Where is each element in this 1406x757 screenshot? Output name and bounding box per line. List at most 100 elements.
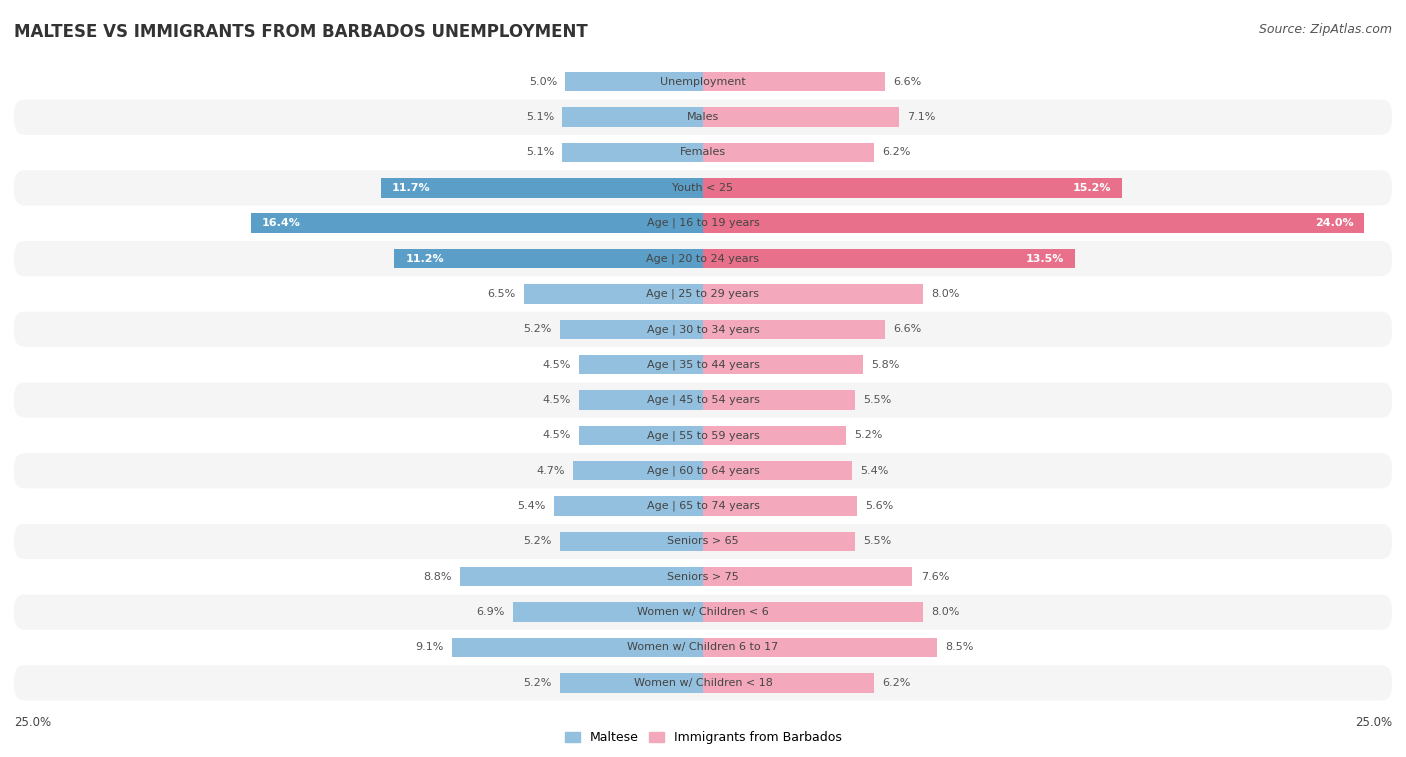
Bar (703, 178, 1122, 198)
FancyBboxPatch shape (14, 312, 1392, 347)
Text: Youth < 25: Youth < 25 (672, 183, 734, 193)
FancyBboxPatch shape (14, 99, 1392, 135)
Bar (579, 355, 703, 374)
Bar (703, 284, 924, 304)
FancyBboxPatch shape (14, 488, 1392, 524)
Text: 5.5%: 5.5% (863, 537, 891, 547)
Text: Age | 60 to 64 years: Age | 60 to 64 years (647, 466, 759, 476)
Text: 5.2%: 5.2% (523, 537, 551, 547)
FancyBboxPatch shape (14, 347, 1392, 382)
Bar (703, 673, 875, 693)
FancyBboxPatch shape (14, 594, 1392, 630)
Bar (394, 249, 703, 268)
Bar (703, 107, 898, 127)
Text: Females: Females (681, 148, 725, 157)
Text: Males: Males (688, 112, 718, 122)
Text: 5.2%: 5.2% (523, 324, 551, 335)
Text: Age | 45 to 54 years: Age | 45 to 54 years (647, 394, 759, 405)
Text: Age | 25 to 29 years: Age | 25 to 29 years (647, 288, 759, 299)
Text: 5.1%: 5.1% (526, 112, 554, 122)
Text: 24.0%: 24.0% (1315, 218, 1354, 228)
Bar (703, 425, 846, 445)
Bar (252, 213, 703, 233)
Text: Age | 55 to 59 years: Age | 55 to 59 years (647, 430, 759, 441)
FancyBboxPatch shape (14, 170, 1392, 205)
Text: 5.4%: 5.4% (517, 501, 546, 511)
Text: Age | 35 to 44 years: Age | 35 to 44 years (647, 360, 759, 370)
Text: Age | 65 to 74 years: Age | 65 to 74 years (647, 501, 759, 511)
Text: Seniors > 65: Seniors > 65 (668, 537, 738, 547)
Bar (703, 461, 852, 481)
Bar (703, 531, 855, 551)
FancyBboxPatch shape (14, 559, 1392, 594)
FancyBboxPatch shape (14, 382, 1392, 418)
Text: 5.6%: 5.6% (866, 501, 894, 511)
Text: Women w/ Children < 18: Women w/ Children < 18 (634, 678, 772, 688)
Text: 7.6%: 7.6% (921, 572, 949, 581)
Text: 5.4%: 5.4% (860, 466, 889, 475)
Text: 8.0%: 8.0% (932, 607, 960, 617)
Bar (560, 319, 703, 339)
Bar (562, 143, 703, 162)
Text: 4.5%: 4.5% (543, 360, 571, 369)
Text: 8.5%: 8.5% (945, 643, 974, 653)
Bar (703, 355, 863, 374)
Text: 6.6%: 6.6% (893, 324, 921, 335)
Text: 4.5%: 4.5% (543, 395, 571, 405)
Text: 8.8%: 8.8% (423, 572, 453, 581)
Text: 4.5%: 4.5% (543, 430, 571, 441)
Text: 7.1%: 7.1% (907, 112, 935, 122)
Bar (579, 391, 703, 410)
Bar (461, 567, 703, 587)
Bar (453, 637, 703, 657)
Text: 11.7%: 11.7% (392, 183, 430, 193)
FancyBboxPatch shape (14, 665, 1392, 700)
Bar (381, 178, 703, 198)
Bar (560, 531, 703, 551)
Text: Age | 16 to 19 years: Age | 16 to 19 years (647, 218, 759, 229)
Text: 5.5%: 5.5% (863, 395, 891, 405)
Text: 6.9%: 6.9% (477, 607, 505, 617)
Bar (703, 391, 855, 410)
FancyBboxPatch shape (14, 524, 1392, 559)
Bar (513, 603, 703, 621)
Text: 9.1%: 9.1% (416, 643, 444, 653)
FancyBboxPatch shape (14, 64, 1392, 99)
FancyBboxPatch shape (14, 276, 1392, 312)
Text: 13.5%: 13.5% (1025, 254, 1064, 263)
Text: 5.2%: 5.2% (855, 430, 883, 441)
FancyBboxPatch shape (14, 453, 1392, 488)
Text: 5.1%: 5.1% (526, 148, 554, 157)
FancyBboxPatch shape (14, 205, 1392, 241)
Text: Age | 20 to 24 years: Age | 20 to 24 years (647, 254, 759, 263)
Bar (703, 143, 875, 162)
Text: MALTESE VS IMMIGRANTS FROM BARBADOS UNEMPLOYMENT: MALTESE VS IMMIGRANTS FROM BARBADOS UNEM… (14, 23, 588, 41)
Text: Age | 30 to 34 years: Age | 30 to 34 years (647, 324, 759, 335)
Text: 16.4%: 16.4% (262, 218, 301, 228)
Text: 4.7%: 4.7% (537, 466, 565, 475)
FancyBboxPatch shape (14, 241, 1392, 276)
Text: 6.6%: 6.6% (893, 76, 921, 87)
Text: Seniors > 75: Seniors > 75 (666, 572, 740, 581)
Bar (703, 213, 1364, 233)
Text: Source: ZipAtlas.com: Source: ZipAtlas.com (1258, 23, 1392, 36)
Bar (703, 567, 912, 587)
Bar (703, 72, 884, 92)
Bar (703, 637, 938, 657)
Text: 25.0%: 25.0% (14, 716, 51, 730)
Bar (554, 497, 703, 516)
FancyBboxPatch shape (14, 630, 1392, 665)
Text: 5.8%: 5.8% (872, 360, 900, 369)
Bar (524, 284, 703, 304)
Text: 6.2%: 6.2% (882, 678, 911, 688)
Text: 25.0%: 25.0% (1355, 716, 1392, 730)
Bar (703, 319, 884, 339)
Bar (560, 673, 703, 693)
Text: 8.0%: 8.0% (932, 289, 960, 299)
FancyBboxPatch shape (14, 418, 1392, 453)
Text: 15.2%: 15.2% (1073, 183, 1111, 193)
Text: Women w/ Children < 6: Women w/ Children < 6 (637, 607, 769, 617)
FancyBboxPatch shape (14, 135, 1392, 170)
Text: 6.5%: 6.5% (488, 289, 516, 299)
Text: Unemployment: Unemployment (661, 76, 745, 87)
